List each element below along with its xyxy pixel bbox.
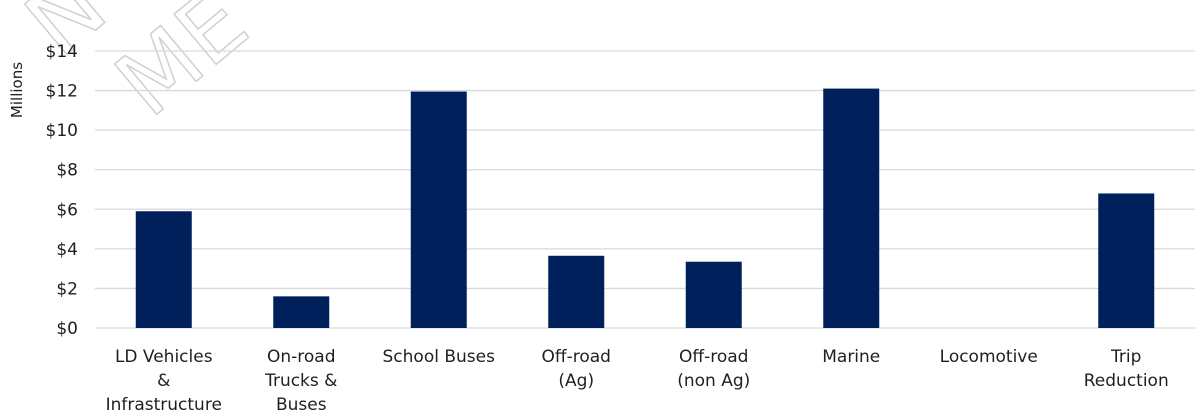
bar-marine xyxy=(823,88,880,328)
bar-trip-reduction xyxy=(1098,193,1155,328)
bar-ld-vehicles-infrastructure xyxy=(135,211,192,328)
y-tick-label: $6 xyxy=(56,200,78,220)
x-category-label: School Buses xyxy=(383,347,496,367)
x-category-label: Off-road (Ag) xyxy=(542,347,611,391)
gridlines xyxy=(95,50,1195,329)
x-category-label: Trip Reduction xyxy=(1084,347,1169,391)
y-tick-label: $14 xyxy=(46,42,78,62)
y-axis-tick-labels: $0 $2 $4 $6 $8 $10 $12 $14 xyxy=(46,42,78,339)
watermark: N ME xyxy=(6,0,268,138)
y-tick-label: $12 xyxy=(46,82,78,102)
y-axis-title: Millions xyxy=(8,62,26,118)
bars xyxy=(135,88,1155,328)
x-category-label: Off-road (non Ag) xyxy=(677,347,750,391)
y-tick-label: $2 xyxy=(56,279,78,299)
bar-off-road-ag- xyxy=(548,255,605,328)
y-tick-label: $8 xyxy=(56,161,78,181)
x-category-label: LD Vehicles & Infrastructure xyxy=(106,347,222,415)
bar-on-road-trucks-buses xyxy=(273,296,330,328)
bar-school-buses xyxy=(410,91,467,328)
y-tick-label: $4 xyxy=(56,240,78,260)
y-tick-label: $0 xyxy=(56,319,78,339)
y-tick-label: $10 xyxy=(46,121,78,141)
x-category-label: On-road Trucks & Buses xyxy=(264,347,337,415)
x-category-label: Locomotive xyxy=(940,347,1038,367)
x-category-label: Marine xyxy=(822,347,880,367)
bar-off-road-non-ag- xyxy=(685,261,742,328)
x-axis-category-labels: LD Vehicles & Infrastructure On-road Trucks … xyxy=(106,347,1169,415)
watermark-text-2: ME xyxy=(97,0,268,137)
